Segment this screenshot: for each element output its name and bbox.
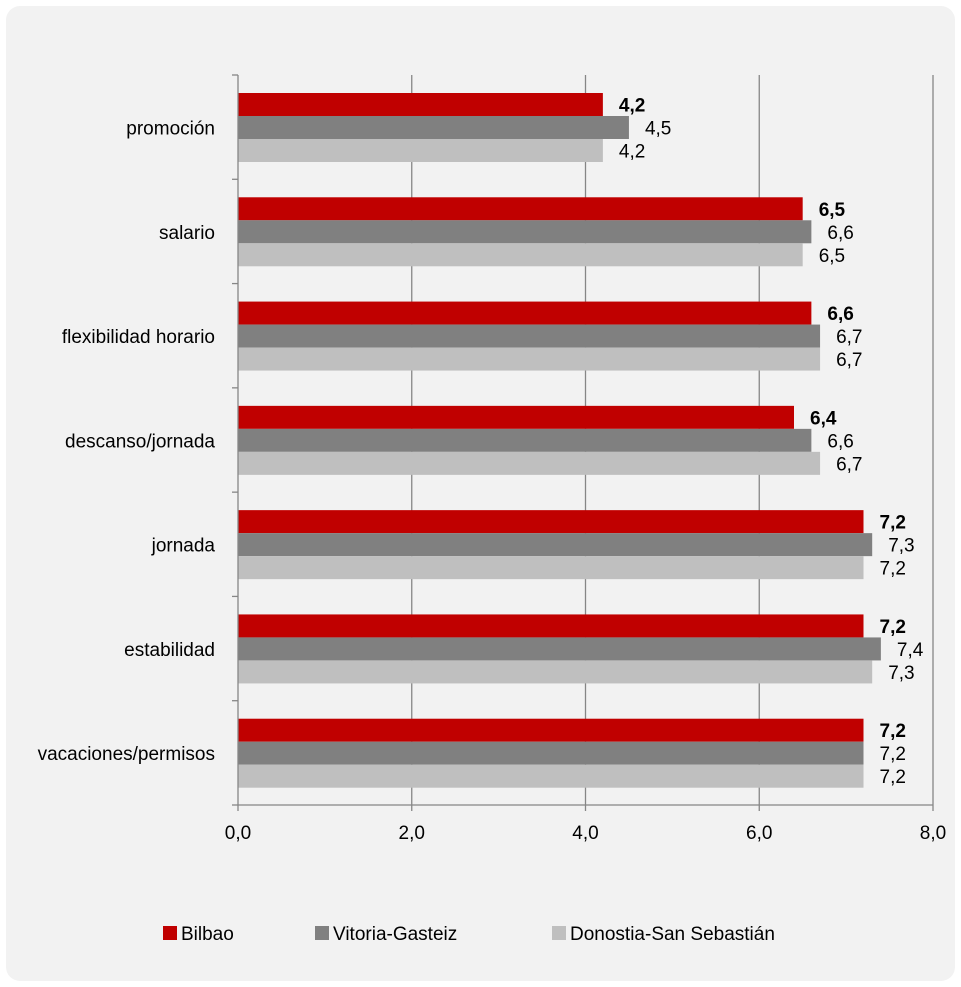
bar: [238, 614, 864, 638]
bar: [238, 116, 629, 139]
data-label: 7,3: [888, 536, 914, 557]
data-label: 4,5: [645, 119, 671, 140]
bar: [238, 741, 864, 765]
bar: [238, 510, 864, 534]
bar: [238, 139, 603, 162]
data-label: 6,5: [819, 200, 846, 221]
x-tick-label: 4,0: [572, 823, 598, 844]
bar: [238, 405, 794, 429]
data-label: 7,2: [880, 559, 906, 580]
bar: [238, 347, 821, 371]
data-label: 6,6: [827, 431, 853, 452]
data-label: 7,3: [888, 663, 914, 684]
bar: [238, 556, 864, 580]
legend-swatch: [163, 926, 177, 940]
bar: [238, 220, 812, 244]
chart-panel: [6, 6, 955, 981]
bar: [238, 197, 803, 221]
x-tick-label: 8,0: [920, 823, 946, 844]
data-label: 7,4: [897, 640, 924, 661]
data-label: 6,6: [827, 304, 853, 325]
category-label: salario: [159, 223, 215, 244]
legend: Bilbao Vitoria-Gasteiz Donostia-San Sebast…: [163, 924, 775, 945]
data-label: 7,2: [880, 744, 906, 765]
legend-label: Vitoria-Gasteiz: [333, 924, 457, 945]
data-label: 6,5: [819, 246, 845, 267]
bar: [238, 243, 803, 267]
bar: [238, 324, 821, 348]
bars: [238, 93, 881, 788]
labels: 0,0 2,0 4,0 6,0 8,0 promoción 4,24,54,2 salario…: [38, 96, 947, 845]
data-label: 7,2: [880, 617, 906, 638]
category-label: promoción: [126, 119, 215, 140]
category-label: flexibilidad horario: [62, 327, 215, 348]
data-label: 6,7: [836, 327, 862, 348]
x-tick-label: 2,0: [399, 823, 425, 844]
category-label: estabilidad: [124, 640, 215, 661]
bar: [238, 718, 864, 742]
data-label: 6,4: [810, 408, 837, 429]
data-label: 7,2: [880, 513, 906, 534]
legend-swatch: [552, 926, 566, 940]
bar: [238, 764, 864, 788]
bar: [238, 451, 821, 475]
legend-label: Bilbao: [181, 924, 234, 945]
bar: [238, 660, 873, 684]
x-tick-label: 0,0: [225, 823, 251, 844]
data-label: 6,7: [836, 350, 862, 371]
data-label: 4,2: [619, 142, 645, 163]
bar: [238, 93, 603, 116]
data-label: 7,2: [880, 767, 906, 788]
bar: [238, 637, 881, 661]
data-label: 4,2: [619, 96, 645, 117]
legend-swatch: [315, 926, 329, 940]
category-label: descanso/jornada: [65, 431, 215, 452]
category-label: jornada: [151, 536, 216, 557]
data-label: 7,2: [880, 721, 906, 742]
legend-label: Donostia-San Sebastián: [570, 924, 775, 945]
category-label: vacaciones/permisos: [38, 744, 215, 765]
data-label: 6,7: [836, 454, 862, 475]
axes: [232, 74, 934, 811]
data-label: 6,6: [827, 223, 853, 244]
bar: [238, 301, 812, 325]
x-tick-label: 6,0: [746, 823, 772, 844]
bar: [238, 533, 873, 557]
bar: [238, 428, 812, 452]
